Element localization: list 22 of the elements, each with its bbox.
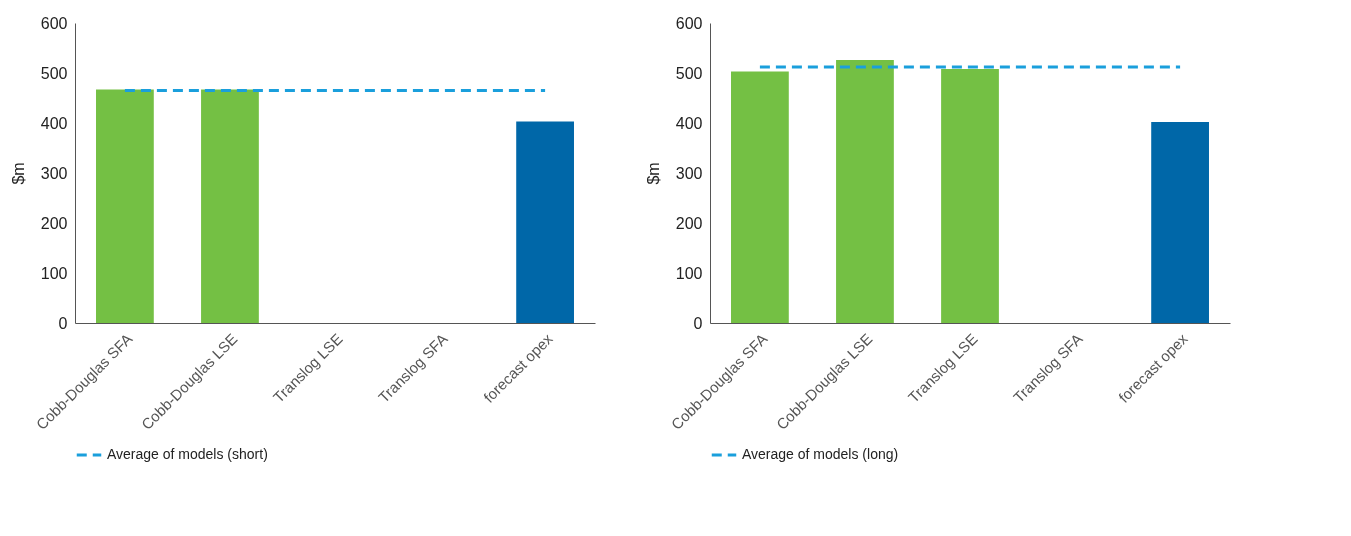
y-tick-label: 600: [40, 14, 68, 32]
y-axis-title: $m: [644, 162, 662, 185]
y-tick-label: 100: [675, 264, 703, 282]
y-tick-label: 300: [40, 164, 68, 182]
y-tick-label: 300: [675, 164, 703, 182]
y-tick-label: 500: [675, 64, 703, 82]
y-axis-title: $m: [9, 162, 27, 185]
legend-label: Average of models (long): [742, 446, 899, 462]
bar: [941, 69, 999, 323]
y-tick-label: 500: [40, 64, 68, 82]
bar: [731, 71, 789, 323]
legend-label: Average of models (short): [107, 446, 268, 462]
y-tick-label: 0: [58, 314, 68, 332]
bar: [836, 60, 894, 323]
y-tick-label: 100: [40, 264, 68, 282]
y-tick-label: 600: [675, 14, 703, 32]
y-tick-label: 200: [40, 214, 68, 232]
y-tick-label: 400: [40, 114, 68, 132]
y-tick-label: 400: [675, 114, 703, 132]
y-tick-label: 0: [693, 314, 703, 332]
y-tick-label: 200: [675, 214, 703, 232]
bar: [1151, 122, 1209, 323]
